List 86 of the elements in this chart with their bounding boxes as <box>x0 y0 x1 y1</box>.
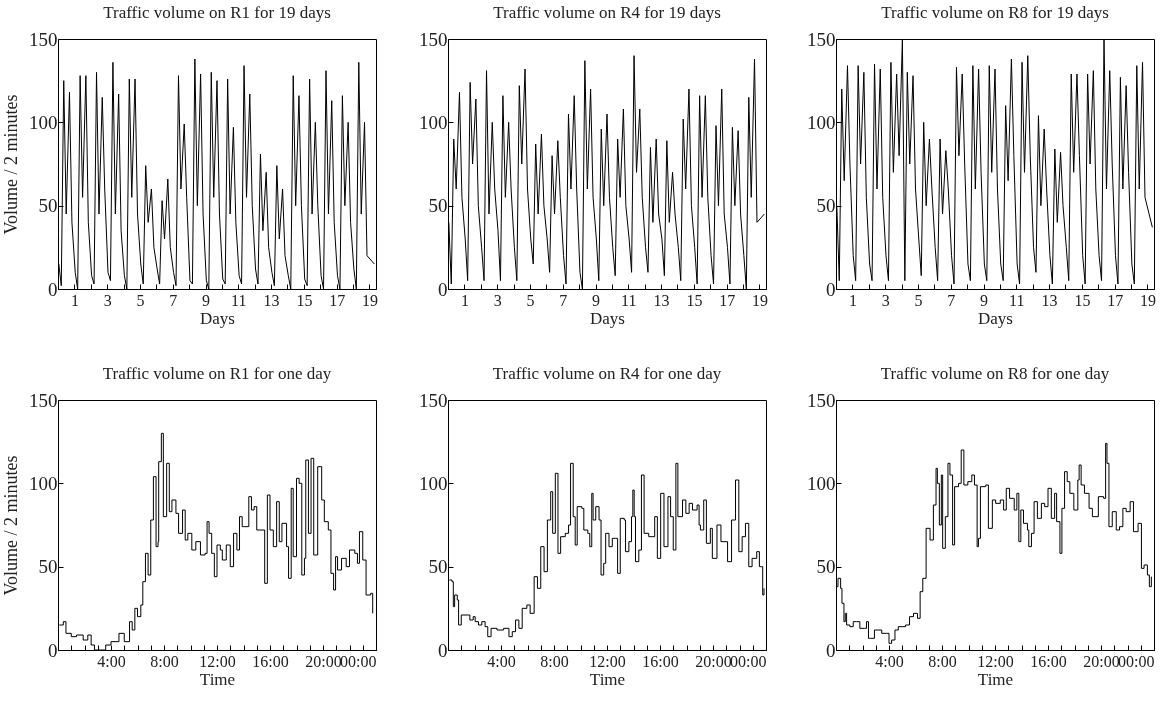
y-tick-label: 0 <box>826 278 836 300</box>
chart-title: Traffic volume on R8 for one day <box>880 364 1110 383</box>
y-tick-label: 100 <box>29 111 58 133</box>
y-tick-label: 100 <box>807 111 836 133</box>
x-tick-label: 3 <box>103 291 112 309</box>
y-tick-label: 100 <box>807 472 836 494</box>
y-tick-label: 100 <box>29 472 58 494</box>
x-tick-label: 19 <box>361 291 378 309</box>
x-tick-label: 7 <box>947 291 956 309</box>
y-tick-label: 150 <box>419 28 448 50</box>
y-tick-label: 50 <box>38 195 58 217</box>
x-tick-label: 8:00 <box>150 652 179 670</box>
x-tick-label: 13 <box>1041 291 1058 309</box>
chart-title: Traffic volume on R1 for one day <box>102 364 332 383</box>
y-axis-title: Volume / 2 minutes <box>1 455 21 596</box>
y-tick-label: 50 <box>38 556 58 578</box>
x-tick-label: 11 <box>621 291 637 309</box>
chart-title: Traffic volume on R8 for 19 days <box>881 3 1109 22</box>
y-tick-label: 0 <box>48 278 58 300</box>
y-axis-title: Volume / 2 minutes <box>1 94 21 235</box>
x-tick-label: 13 <box>653 291 670 309</box>
y-tick-label: 50 <box>428 556 448 578</box>
x-tick-label: 5 <box>136 291 145 309</box>
x-tick-label: 3 <box>881 291 890 309</box>
x-tick-label: 12:00 <box>199 652 236 670</box>
x-axis-title: Time <box>199 669 236 689</box>
y-tick-label: 0 <box>48 639 58 661</box>
y-tick-label: 150 <box>29 389 58 411</box>
x-tick-label: 5 <box>526 291 535 309</box>
x-tick-label: 00:00 <box>1118 652 1155 670</box>
y-tick-label: 50 <box>816 556 836 578</box>
x-axis-title: Time <box>977 669 1014 689</box>
x-tick-label: 20:00 <box>1083 652 1120 670</box>
x-tick-label: 8:00 <box>928 652 957 670</box>
x-tick-label: 17 <box>1107 291 1124 309</box>
y-tick-label: 150 <box>807 389 836 411</box>
chart-title: Traffic volume on R4 for one day <box>492 364 722 383</box>
x-tick-label: 19 <box>751 291 768 309</box>
x-tick-label: 13 <box>263 291 280 309</box>
x-tick-label: 1 <box>848 291 857 309</box>
x-tick-label: 1 <box>460 291 469 309</box>
x-tick-label: 9 <box>980 291 989 309</box>
x-tick-label: 16:00 <box>642 652 679 670</box>
y-tick-label: 0 <box>826 639 836 661</box>
x-tick-label: 20:00 <box>305 652 342 670</box>
y-tick-label: 0 <box>438 639 448 661</box>
y-tick-label: 100 <box>419 111 448 133</box>
x-axis-title: Days <box>590 308 625 328</box>
chart-title: Traffic volume on R4 for 19 days <box>493 3 721 22</box>
x-tick-label: 15 <box>1074 291 1091 309</box>
y-tick-label: 100 <box>419 472 448 494</box>
y-tick-label: 150 <box>29 28 58 50</box>
x-tick-label: 4:00 <box>487 652 516 670</box>
x-tick-label: 15 <box>296 291 313 309</box>
x-tick-label: 7 <box>169 291 178 309</box>
chart-title: Traffic volume on R1 for 19 days <box>103 3 331 22</box>
y-tick-label: 0 <box>438 278 448 300</box>
x-tick-label: 1 <box>70 291 79 309</box>
x-tick-label: 8:00 <box>540 652 569 670</box>
x-tick-label: 00:00 <box>340 652 377 670</box>
x-tick-label: 11 <box>1009 291 1025 309</box>
x-tick-label: 7 <box>559 291 568 309</box>
x-tick-label: 16:00 <box>1030 652 1067 670</box>
x-tick-label: 12:00 <box>589 652 626 670</box>
x-tick-label: 4:00 <box>875 652 904 670</box>
x-tick-label: 4:00 <box>97 652 126 670</box>
x-tick-label: 3 <box>493 291 502 309</box>
x-tick-label: 16:00 <box>252 652 289 670</box>
x-tick-label: 12:00 <box>977 652 1014 670</box>
x-axis-title: Days <box>978 308 1013 328</box>
x-tick-label: 9 <box>592 291 601 309</box>
x-tick-label: 17 <box>329 291 346 309</box>
x-axis-title: Days <box>200 308 235 328</box>
y-tick-label: 150 <box>419 389 448 411</box>
x-tick-label: 11 <box>231 291 247 309</box>
x-tick-label: 15 <box>686 291 703 309</box>
y-tick-label: 50 <box>428 195 448 217</box>
x-tick-label: 19 <box>1139 291 1156 309</box>
x-tick-label: 9 <box>202 291 211 309</box>
y-tick-label: 50 <box>816 195 836 217</box>
x-tick-label: 20:00 <box>695 652 732 670</box>
x-axis-title: Time <box>589 669 626 689</box>
y-tick-label: 150 <box>807 28 836 50</box>
x-tick-label: 00:00 <box>730 652 767 670</box>
x-tick-label: 17 <box>719 291 736 309</box>
x-tick-label: 5 <box>914 291 923 309</box>
